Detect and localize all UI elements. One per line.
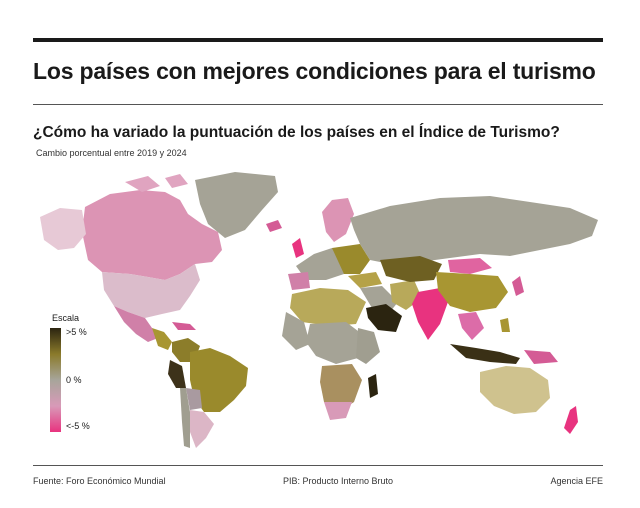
region-japan — [512, 276, 524, 296]
region-western-europe — [296, 248, 348, 280]
footer-agency: Agencia EFE — [550, 476, 603, 486]
region-east-africa — [356, 328, 380, 364]
region-west-africa — [282, 312, 310, 350]
region-arabia — [366, 304, 402, 332]
region-argentina — [190, 410, 214, 448]
region-russia — [350, 196, 598, 264]
region-central-asia — [380, 256, 442, 282]
region-south-africa — [324, 402, 352, 420]
region-usa — [102, 264, 200, 318]
region-madagascar — [368, 374, 378, 398]
footer-note: PIB: Producto Interno Bruto — [283, 476, 394, 486]
region-canada-islands — [125, 174, 188, 192]
region-southern-africa — [320, 364, 362, 414]
region-iceland — [266, 220, 282, 232]
legend-label-mid: 0 % — [66, 375, 82, 385]
region-mongolia — [448, 258, 492, 274]
region-eastern-europe — [332, 244, 370, 274]
region-scandinavia — [322, 198, 354, 242]
map-subtitle: ¿Cómo ha variado la puntuación de los pa… — [33, 124, 560, 141]
region-alaska — [40, 208, 86, 250]
region-north-africa — [290, 288, 366, 326]
page-title: Los países con mejores condiciones para … — [33, 58, 596, 84]
region-australia — [480, 366, 550, 414]
region-greenland — [195, 172, 278, 238]
legend-label-high: >5 % — [66, 327, 87, 337]
region-chile — [180, 388, 190, 448]
legend-color-scale — [50, 328, 61, 432]
footer-source: Fuente: Foro Económico Mundial — [33, 476, 166, 486]
region-brazil — [190, 348, 248, 412]
footer-divider — [33, 465, 603, 466]
legend-label-low: <-5 % — [66, 421, 90, 431]
region-central-america — [152, 328, 172, 350]
region-middle-east — [360, 286, 398, 312]
region-uk — [292, 238, 304, 258]
region-caribbean — [172, 322, 196, 330]
region-bolivia — [186, 388, 202, 410]
region-philippines — [500, 318, 510, 332]
region-china — [436, 272, 508, 312]
title-divider — [33, 104, 603, 105]
region-new-zealand — [564, 406, 578, 434]
region-canada — [82, 190, 222, 280]
region-mexico — [114, 306, 158, 342]
world-map — [40, 172, 598, 448]
region-indonesia — [450, 344, 520, 364]
region-papua — [524, 350, 558, 364]
region-peru — [168, 360, 186, 388]
region-india — [412, 288, 448, 340]
region-iberia — [288, 272, 310, 290]
map-caption: Cambio porcentual entre 2019 y 2024 — [36, 148, 187, 158]
top-rule — [33, 38, 603, 42]
region-turkey — [348, 272, 382, 288]
legend-title: Escala — [52, 313, 80, 323]
region-se-asia — [458, 312, 484, 340]
region-central-africa — [306, 322, 362, 364]
